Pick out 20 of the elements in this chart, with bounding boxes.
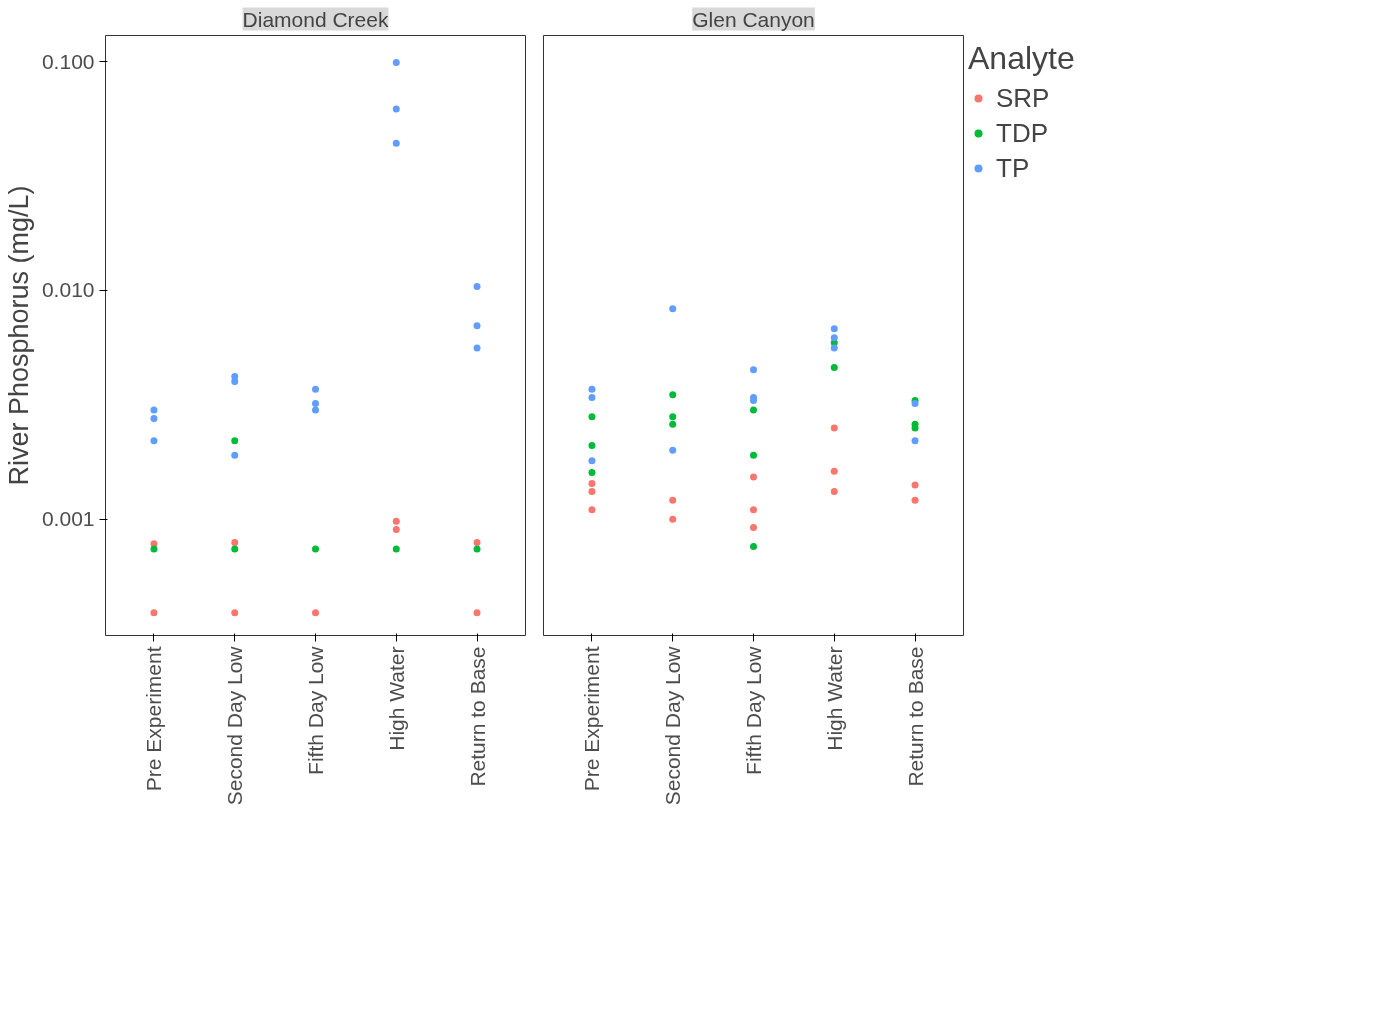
- legend-title: Analyte: [968, 40, 1075, 77]
- chart-title: Diamond Creek: [242, 7, 389, 31]
- x-tick-label: Fifth Day Low: [304, 645, 327, 775]
- x-tick-label: Pre Experiment: [580, 646, 604, 792]
- x-tick-label: Return to Base: [903, 646, 927, 787]
- x-tick-label: Second Day Low: [661, 645, 685, 806]
- legend-label: SRP: [996, 82, 1051, 114]
- y-tick-label: 0.010: [41, 278, 95, 302]
- y-tick-label: 0.100: [41, 49, 95, 73]
- x-tick-label: Second Day Low: [223, 645, 247, 806]
- x-tick-label: Return to Base: [465, 646, 489, 787]
- x-tick-label: High Water: [822, 646, 846, 751]
- legend-label: TP: [996, 152, 1031, 184]
- x-tick-label: Pre Experiment: [142, 646, 166, 792]
- chart-title: Glen Canyon: [692, 7, 815, 31]
- x-tick-label: High Water: [384, 646, 408, 751]
- legend-label: TDP: [996, 117, 1049, 149]
- y-axis-title: River Phosphorus (mg/L): [3, 185, 34, 486]
- x-tick-label: Fifth Day Low: [742, 645, 765, 775]
- y-tick-label: 0.001: [41, 507, 95, 531]
